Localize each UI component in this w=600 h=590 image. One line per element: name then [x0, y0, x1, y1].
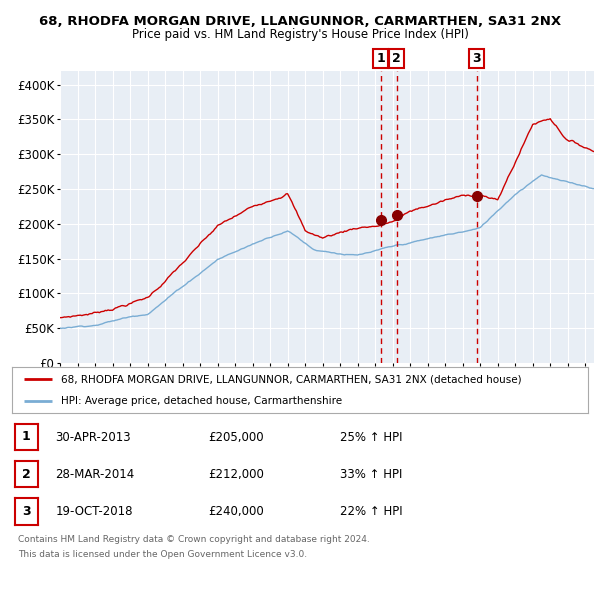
- Text: 68, RHODFA MORGAN DRIVE, LLANGUNNOR, CARMARTHEN, SA31 2NX (detached house): 68, RHODFA MORGAN DRIVE, LLANGUNNOR, CAR…: [61, 375, 521, 385]
- Text: 19-OCT-2018: 19-OCT-2018: [55, 505, 133, 518]
- Text: This data is licensed under the Open Government Licence v3.0.: This data is licensed under the Open Gov…: [18, 550, 307, 559]
- Text: 3: 3: [472, 52, 481, 65]
- Text: 30-APR-2013: 30-APR-2013: [55, 431, 131, 444]
- Text: £240,000: £240,000: [208, 505, 263, 518]
- Text: 3: 3: [22, 504, 31, 518]
- Text: 68, RHODFA MORGAN DRIVE, LLANGUNNOR, CARMARTHEN, SA31 2NX: 68, RHODFA MORGAN DRIVE, LLANGUNNOR, CAR…: [39, 15, 561, 28]
- Text: HPI: Average price, detached house, Carmarthenshire: HPI: Average price, detached house, Carm…: [61, 395, 342, 405]
- Text: 22% ↑ HPI: 22% ↑ HPI: [340, 505, 403, 518]
- Text: £205,000: £205,000: [208, 431, 263, 444]
- Text: Price paid vs. HM Land Registry's House Price Index (HPI): Price paid vs. HM Land Registry's House …: [131, 28, 469, 41]
- Text: £212,000: £212,000: [208, 468, 264, 481]
- Text: 25% ↑ HPI: 25% ↑ HPI: [340, 431, 403, 444]
- Text: Contains HM Land Registry data © Crown copyright and database right 2024.: Contains HM Land Registry data © Crown c…: [18, 535, 370, 544]
- Text: 28-MAR-2014: 28-MAR-2014: [55, 468, 134, 481]
- Text: 1: 1: [377, 52, 385, 65]
- Text: 2: 2: [22, 467, 31, 481]
- Text: 2: 2: [392, 52, 401, 65]
- Text: 33% ↑ HPI: 33% ↑ HPI: [340, 468, 403, 481]
- Text: 1: 1: [22, 430, 31, 444]
